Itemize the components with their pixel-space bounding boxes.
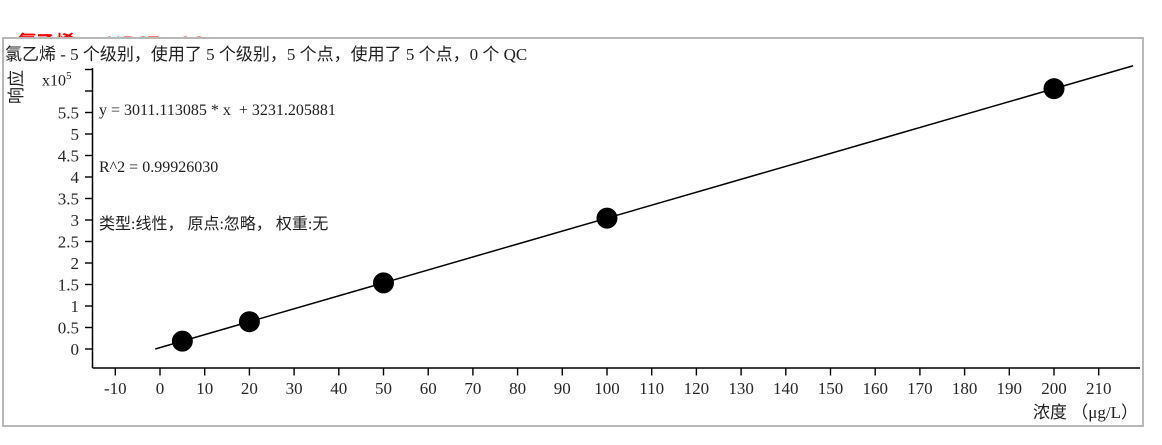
y-tick-label: 2.5 [58, 233, 79, 252]
y-axis-exponent: 5 [66, 70, 72, 82]
x-tick-label: 170 [907, 379, 933, 398]
x-tick-label: -10 [104, 379, 127, 398]
calibration-plot: 0 0.5 1 1.5 2 2.5 3 3.5 4 4.5 5 5.5 -10 0 10 20 30 40 50 60… [58, 65, 1140, 398]
x-tick-label: 40 [330, 379, 347, 398]
y-axis-title: 响应 [7, 70, 26, 104]
calibration-point[interactable] [1043, 78, 1065, 100]
x-tick-label: 180 [952, 379, 978, 398]
x-tick-label: 80 [509, 379, 526, 398]
x-tick-label: 20 [241, 379, 258, 398]
calibration-point[interactable] [596, 207, 618, 229]
x-tick-label: 150 [818, 379, 844, 398]
calibration-point[interactable] [171, 330, 193, 352]
x-tick-label: 10 [196, 379, 213, 398]
y-tick-label: 3 [71, 211, 80, 230]
x-tick-label: 130 [728, 379, 754, 398]
y-tick-label: 1.5 [58, 276, 79, 295]
fit-type-info: 类型:线性， 原点:忽略， 权重:无 [99, 216, 329, 233]
y-tick-label: 2 [71, 254, 80, 273]
y-tick-label: 0 [71, 340, 80, 359]
x-tick-label: 160 [862, 379, 888, 398]
y-tick-label: 3.5 [58, 190, 79, 209]
regression-line [154, 65, 1134, 350]
x-tick-label: 90 [554, 379, 571, 398]
x-axis-title: 浓度 （μg/L） [1033, 403, 1138, 422]
x-tick-label: 50 [375, 379, 392, 398]
x-tick-label: 120 [684, 379, 710, 398]
y-tick-label: 1 [71, 297, 80, 316]
x-tick-label: 30 [286, 379, 303, 398]
x-tick-label: 110 [639, 379, 664, 398]
calibration-point[interactable] [373, 272, 394, 294]
curve-summary: 氯乙烯 - 5 个级别，使用了 5 个级别，5 个点，使用了 5 个点，0 个 … [5, 45, 528, 64]
calibration-point[interactable] [238, 311, 260, 333]
x-tick-label: 60 [420, 379, 437, 398]
r-squared: R^2 = 0.99926030 [99, 159, 219, 176]
fit-equation: y = 3011.113085 * x + 3231.205881 [99, 102, 336, 119]
x-tick-label: 200 [1041, 379, 1067, 398]
x-tick-label: 0 [156, 379, 165, 398]
x-tick-label: 140 [773, 379, 799, 398]
fit-statistics: y = 3011.113085 * x + 3231.205881 R^2 = … [99, 63, 336, 253]
x-tick-label: 210 [1086, 379, 1112, 398]
x-tick-label: 100 [594, 379, 620, 398]
y-tick-label: 5 [71, 125, 80, 144]
y-axis-multiplier: x105 [42, 70, 72, 90]
y-tick-label: 4.5 [58, 147, 79, 166]
y-tick-label: 0.5 [58, 319, 79, 338]
x-tick-label: 70 [464, 379, 481, 398]
y-tick-label: 5.5 [58, 104, 79, 123]
x-tick-label: 190 [997, 379, 1023, 398]
y-tick-label: 4 [71, 168, 80, 187]
calibration-curve-panel: 0 0.5 1 1.5 2 2.5 3 3.5 4 4.5 5 5.5 -10 0 10 20 30 40 50 60… [2, 37, 1144, 427]
